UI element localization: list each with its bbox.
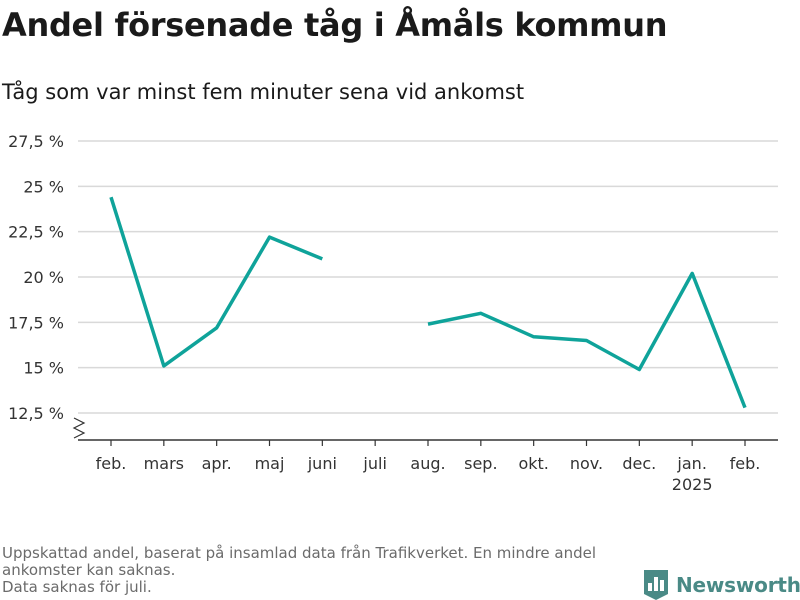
x-tick-label: feb. [730, 454, 761, 473]
newsworthy-logo: Newsworthy [644, 570, 800, 600]
x-tick-label: maj [255, 454, 285, 473]
y-tick-label: 22,5 % [8, 223, 64, 242]
x-tick-label: jan. [676, 454, 706, 473]
x-tick-year-label: 2025 [672, 475, 713, 494]
gridlines [78, 140, 778, 414]
y-tick-label: 25 % [23, 177, 64, 196]
bar-chart-logo-icon [644, 570, 668, 600]
y-tick-label: 20 % [23, 268, 64, 287]
series-line-segment [109, 196, 323, 368]
chart-subtitle: Tåg som var minst fem minuter sena vid a… [2, 80, 525, 104]
y-tick-label: 17,5 % [8, 313, 64, 332]
x-tick-label: apr. [202, 454, 232, 473]
y-axis: 12,5 % 15 % 17,5 % 20 % 22,5 % 25 % 27,5 % [8, 132, 86, 439]
chart-title: Andel försenade tåg i Åmåls kommun [2, 6, 668, 44]
source-note: Uppskattad andel, baserat på insamlad da… [2, 544, 597, 579]
series [109, 196, 747, 409]
axis-break-icon [72, 417, 86, 439]
series-line-segment [427, 271, 747, 409]
line-chart: 12,5 % 15 % 17,5 % 20 % 22,5 % 25 % 27,5 % feb… [8, 132, 778, 494]
y-tick-label: 27,5 % [8, 132, 64, 151]
x-tick-label: nov. [570, 454, 603, 473]
x-tick-label: dec. [622, 454, 656, 473]
x-tick-label: sep. [464, 454, 497, 473]
x-tick-label: feb. [96, 454, 127, 473]
x-tick-label: mars [144, 454, 184, 473]
x-tick-label: juli [362, 454, 386, 473]
missing-data-note: Data saknas för juli. [2, 578, 152, 596]
x-tick-label: juni [307, 454, 337, 473]
x-tick-label: aug. [410, 454, 445, 473]
x-tick-label: okt. [518, 454, 548, 473]
footnotes: Uppskattad andel, baserat på insamlad da… [2, 545, 632, 596]
y-tick-label: 15 % [23, 359, 64, 378]
x-axis: feb. mars apr. maj juni juli aug. sep. okt. nov. d… [78, 439, 778, 494]
brand-name: Newsworthy [676, 573, 800, 597]
y-tick-label: 12,5 % [8, 404, 64, 423]
